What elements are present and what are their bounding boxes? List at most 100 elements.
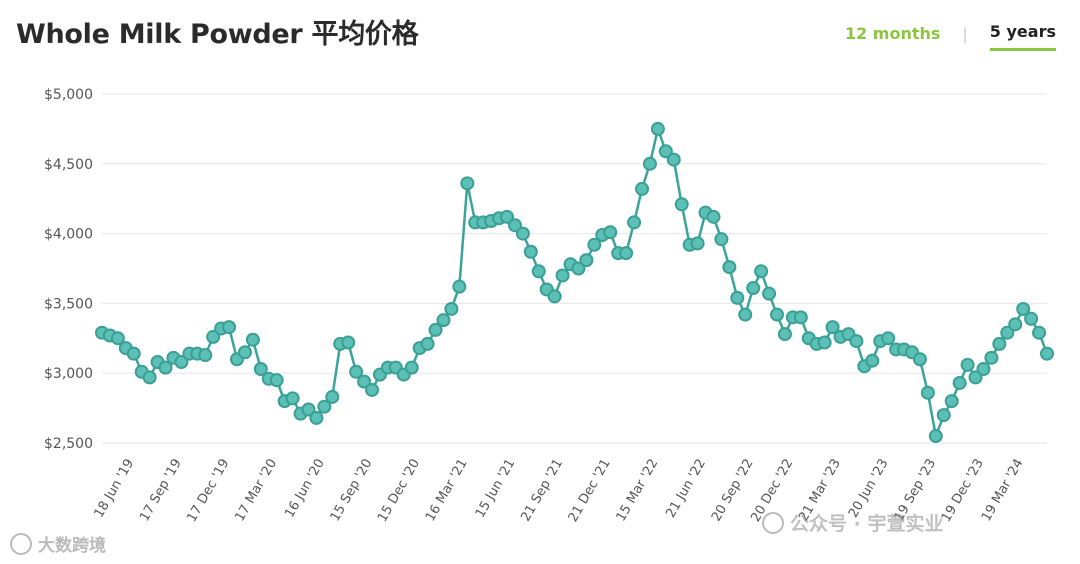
data-point[interactable]	[627, 215, 642, 230]
data-point[interactable]	[285, 391, 300, 406]
data-point[interactable]	[444, 301, 459, 316]
data-point[interactable]	[777, 327, 792, 342]
data-point[interactable]	[357, 374, 372, 389]
data-point[interactable]	[754, 264, 769, 279]
data-point[interactable]	[309, 410, 324, 425]
data-point[interactable]	[619, 246, 634, 261]
y-tick-label: $5,000	[44, 87, 93, 103]
data-point[interactable]	[865, 353, 880, 368]
data-point[interactable]	[992, 336, 1007, 351]
data-point[interactable]	[849, 334, 864, 349]
data-point[interactable]	[158, 360, 173, 375]
data-point[interactable]	[722, 260, 737, 275]
data-point[interactable]	[460, 176, 475, 191]
tab-5-years[interactable]: 5 years	[989, 22, 1056, 51]
tab-12-months[interactable]: 12 months	[844, 23, 941, 43]
data-point[interactable]	[714, 232, 729, 247]
data-point[interactable]	[658, 144, 673, 159]
data-point[interactable]	[730, 290, 745, 305]
data-point[interactable]	[762, 286, 777, 301]
data-point[interactable]	[635, 181, 649, 196]
data-point[interactable]	[237, 345, 252, 360]
wechat-icon	[762, 511, 784, 534]
data-point[interactable]	[301, 402, 316, 417]
data-point[interactable]	[349, 364, 364, 379]
x-tick-label: 18 Jun '19	[92, 457, 138, 521]
data-point[interactable]	[825, 320, 840, 335]
data-point[interactable]	[793, 310, 808, 325]
data-point[interactable]	[110, 331, 125, 346]
data-point[interactable]	[690, 236, 705, 251]
data-point[interactable]	[420, 336, 435, 351]
data-point[interactable]	[1040, 346, 1054, 361]
data-point[interactable]	[1024, 311, 1039, 326]
watermark-left-text: 大数跨境	[38, 536, 106, 556]
data-point[interactable]	[936, 408, 951, 423]
data-point[interactable]	[587, 237, 602, 252]
data-point[interactable]	[428, 322, 443, 337]
data-point[interactable]	[253, 362, 268, 377]
y-tick-label: $3,500	[44, 296, 93, 312]
data-point[interactable]	[317, 399, 332, 414]
data-point[interactable]	[960, 357, 975, 372]
data-point[interactable]	[500, 209, 514, 224]
data-point[interactable]	[603, 225, 618, 240]
y-tick-label: $3,000	[44, 366, 93, 382]
data-point[interactable]	[269, 373, 284, 388]
data-point[interactable]	[174, 355, 189, 370]
data-point[interactable]	[142, 370, 157, 385]
x-tick-label: 15 Jun '21	[473, 457, 519, 521]
data-point[interactable]	[515, 226, 530, 241]
x-tick-label: 15 Dec '20	[375, 457, 423, 525]
data-point[interactable]	[706, 209, 721, 224]
data-point[interactable]	[1016, 301, 1031, 316]
data-point[interactable]	[547, 289, 562, 304]
data-point[interactable]	[952, 375, 967, 390]
data-point[interactable]	[770, 307, 784, 322]
data-point[interactable]	[1008, 317, 1023, 332]
data-point[interactable]	[746, 281, 761, 296]
data-point[interactable]	[206, 329, 221, 344]
data-point[interactable]	[817, 335, 832, 350]
data-point[interactable]	[984, 350, 999, 365]
series-markers	[95, 121, 1054, 444]
data-point[interactable]	[650, 121, 665, 136]
data-point[interactable]	[325, 389, 340, 404]
data-point[interactable]	[944, 394, 959, 409]
data-point[interactable]	[1032, 325, 1047, 340]
data-point[interactable]	[674, 197, 689, 212]
data-point[interactable]	[555, 268, 570, 283]
data-point[interactable]	[738, 307, 753, 322]
data-point[interactable]	[198, 348, 213, 363]
x-tick-label: 16 Jun '20	[282, 457, 328, 521]
grid-lines	[102, 93, 1047, 444]
x-tick-label: 17 Sep '19	[137, 457, 185, 525]
data-point[interactable]	[222, 320, 237, 335]
data-point[interactable]	[365, 382, 379, 397]
data-point[interactable]	[436, 313, 451, 328]
data-point[interactable]	[976, 362, 991, 377]
data-point[interactable]	[531, 264, 546, 279]
x-tick-label: 17 Dec '19	[184, 457, 232, 525]
x-tick-label: 21 Dec '21	[566, 457, 614, 525]
data-point[interactable]	[404, 360, 419, 375]
data-point[interactable]	[523, 244, 538, 259]
data-point[interactable]	[920, 385, 935, 400]
data-point[interactable]	[928, 429, 943, 444]
data-point[interactable]	[245, 332, 260, 347]
data-point[interactable]	[507, 218, 522, 233]
data-point[interactable]	[341, 335, 356, 350]
data-point[interactable]	[881, 331, 896, 346]
data-point[interactable]	[642, 156, 657, 171]
data-point[interactable]	[1000, 325, 1015, 340]
data-point[interactable]	[968, 370, 983, 385]
watermark-right: 公众号 · 宇萱实业	[762, 509, 943, 536]
data-point[interactable]	[666, 152, 681, 167]
data-point[interactable]	[452, 279, 467, 294]
data-point[interactable]	[579, 253, 594, 268]
data-point[interactable]	[912, 352, 927, 367]
data-point[interactable]	[571, 261, 586, 276]
x-tick-label: 16 Mar '21	[423, 457, 471, 525]
data-point[interactable]	[126, 346, 141, 361]
